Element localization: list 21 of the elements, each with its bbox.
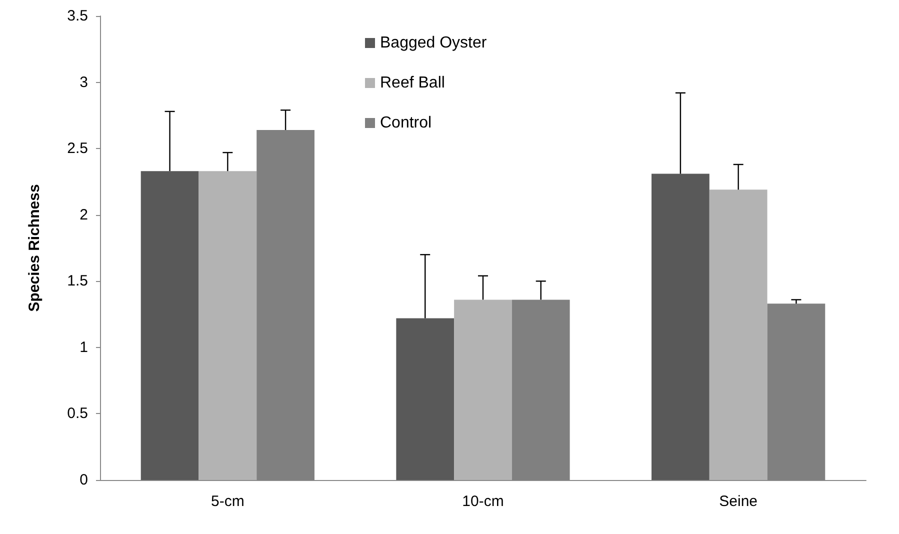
y-tick-label: 1: [80, 338, 88, 356]
bar: [198, 171, 257, 480]
x-tick-label: Seine: [719, 493, 758, 510]
legend-label: Reef Ball: [380, 74, 445, 92]
y-tick-label: 1.5: [67, 272, 88, 290]
y-tick-label: 2: [80, 206, 88, 224]
y-tick-label: 0: [80, 472, 88, 488]
x-tick-label: 10-cm: [462, 493, 504, 510]
x-tick-label: 5-cm: [210, 493, 244, 510]
y-axis-title: Species Richness: [26, 184, 43, 312]
bar: [140, 171, 199, 480]
y-tick-label: 3: [80, 74, 88, 91]
bar: [652, 174, 710, 480]
legend-label: Bagged Oyster: [380, 34, 488, 52]
legend-label: Control: [380, 114, 432, 132]
bar: [709, 190, 768, 480]
bar: [396, 318, 454, 480]
y-tick-label: 2.5: [67, 140, 88, 158]
bar: [454, 300, 512, 480]
y-tick-label: 3.5: [67, 8, 88, 24]
y-tick-label: 0.5: [67, 405, 88, 422]
